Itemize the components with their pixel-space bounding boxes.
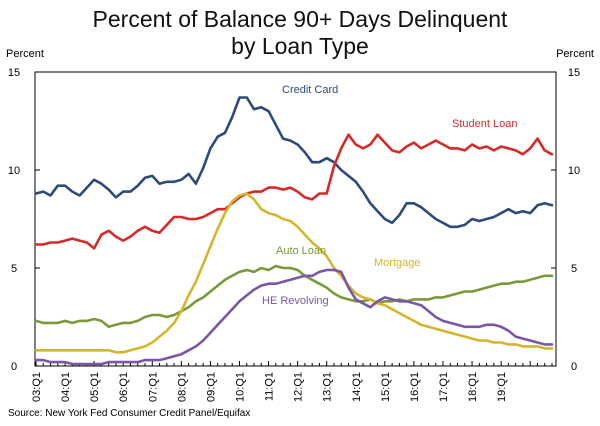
y-tick-label-left: 5 xyxy=(11,263,17,275)
y-tick-label-left: 15 xyxy=(8,67,20,79)
student-loan-line xyxy=(34,133,554,250)
student-loan-label: Student Loan xyxy=(452,118,517,130)
x-tick-label: 18:Q1 xyxy=(467,372,479,402)
x-tick-label: 16:Q1 xyxy=(409,372,421,402)
x-tick-label: 10:Q1 xyxy=(234,372,246,402)
x-tick-label: 05:Q1 xyxy=(89,372,101,402)
he-revolving-label: HE Revolving xyxy=(262,295,329,307)
auto-loan-label: Auto Loan xyxy=(276,245,326,257)
series-labels: Credit Card Student Loan Auto Loan Mortgage… xyxy=(262,84,517,307)
y-ticks-right: 0 5 10 15 xyxy=(551,67,580,373)
plot-area-frame xyxy=(34,71,557,367)
y-axis-label-right: Percent xyxy=(556,48,594,60)
x-tick-label: 08:Q1 xyxy=(176,372,188,402)
x-tick-label: 03:Q1 xyxy=(31,372,43,402)
y-tick-label-left: 0 xyxy=(11,361,17,373)
x-tick-label: 19:Q1 xyxy=(496,372,508,402)
mortgage-line xyxy=(34,192,554,354)
y-tick-label-right: 5 xyxy=(571,263,577,275)
he-revolving-line xyxy=(34,268,554,366)
chart-title-line-2: by Loan Type xyxy=(231,33,369,59)
series-lines xyxy=(34,96,554,366)
x-tick-label: 17:Q1 xyxy=(438,372,450,402)
auto-loan-line xyxy=(34,264,554,329)
chart-title-line-1: Percent of Balance 90+ Days Delinquent xyxy=(92,6,508,32)
credit-card-label: Credit Card xyxy=(282,84,338,96)
y-ticks-left: 0 5 10 15 xyxy=(8,67,40,373)
x-tick-label: 07:Q1 xyxy=(147,372,159,402)
x-tick-label: 15:Q1 xyxy=(380,372,392,402)
source-note: Source: New York Fed Consumer Credit Pan… xyxy=(8,408,251,419)
y-tick-label-left: 10 xyxy=(8,165,20,177)
x-tick-label: 04:Q1 xyxy=(60,372,72,402)
y-tick-label-right: 15 xyxy=(568,67,580,79)
credit-card-line xyxy=(34,96,554,229)
x-tick-label: 14:Q1 xyxy=(351,372,363,402)
mortgage-label: Mortgage xyxy=(374,257,420,269)
y-axis-label-left: Percent xyxy=(6,48,44,60)
x-tick-label: 09:Q1 xyxy=(205,372,217,402)
x-ticks: 03:Q1 04:Q1 05:Q1 06:Q1 07:Q1 08:Q1 09:Q1 10:Q1… xyxy=(31,361,553,402)
x-tick-label: 13:Q1 xyxy=(322,372,334,402)
x-tick-label: 06:Q1 xyxy=(118,372,130,402)
y-tick-label-right: 0 xyxy=(571,361,577,373)
x-tick-label: 11:Q1 xyxy=(264,372,276,401)
x-tick-label: 12:Q1 xyxy=(293,372,305,402)
y-tick-label-right: 10 xyxy=(568,165,580,177)
